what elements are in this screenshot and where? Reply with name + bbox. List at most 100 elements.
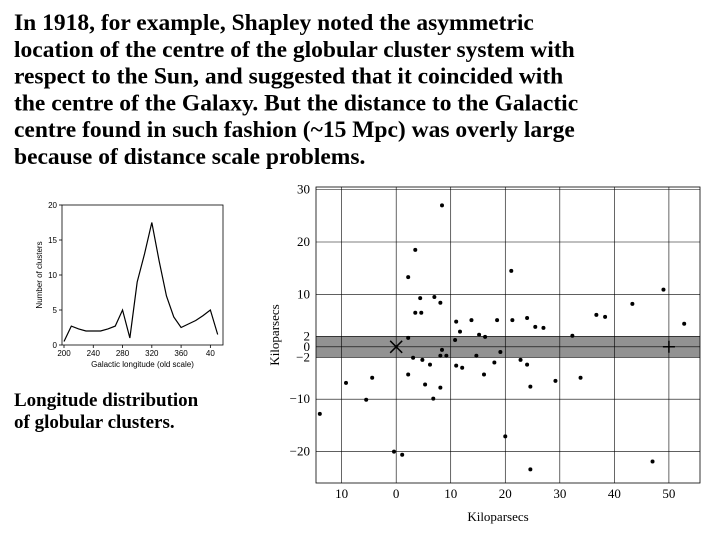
paragraph-line: In 1918, for example, Shapley noted the … (14, 10, 534, 36)
point (518, 357, 523, 362)
point (444, 353, 449, 358)
x-tick-label: 40 (206, 349, 215, 358)
point (438, 385, 443, 390)
point (570, 333, 575, 338)
point (458, 329, 462, 334)
paragraph-line: respect to the Sun, and suggested that i… (14, 64, 563, 90)
point (594, 312, 599, 317)
point (432, 295, 437, 300)
point (469, 318, 474, 323)
point (440, 347, 444, 352)
point (454, 319, 459, 324)
point (492, 360, 497, 365)
point (528, 384, 533, 389)
y-axis-title: Number of clusters (35, 241, 44, 308)
y-tick-label: 0 (53, 341, 58, 350)
point (603, 314, 608, 319)
point (454, 363, 459, 368)
point (411, 355, 416, 360)
y-tick-label: 5 (53, 306, 58, 315)
point (370, 375, 375, 380)
point (317, 411, 322, 416)
y-tick-label: 0 (304, 339, 311, 354)
point (503, 434, 508, 439)
x-tick-label: 10 (335, 486, 348, 501)
y-tick-label: −10 (290, 391, 310, 406)
point (460, 365, 465, 370)
point (525, 315, 530, 320)
point (477, 332, 482, 337)
point (423, 382, 428, 387)
point (406, 275, 411, 280)
x-tick-label: 10 (444, 486, 457, 501)
x-tick-label: 200 (57, 349, 71, 358)
paragraph-line: location of the centre of the globular c… (14, 37, 575, 63)
point (413, 310, 418, 315)
y-tick-label: −20 (290, 444, 310, 459)
point (630, 301, 635, 306)
x-axis-title: Kiloparsecs (467, 509, 528, 524)
center-marker (662, 340, 675, 353)
point (438, 300, 443, 305)
point (392, 449, 396, 454)
x-tick-label: 20 (499, 486, 512, 501)
y-axis-title: Kiloparsecs (267, 304, 282, 365)
x-tick-label: 240 (87, 349, 101, 358)
point (344, 380, 348, 385)
y-tick-label: 20 (297, 234, 310, 249)
y-tick-label: 30 (297, 182, 310, 197)
point (482, 372, 486, 377)
paragraph-line: because of distance scale problems. (14, 144, 365, 170)
x-tick-label: 320 (145, 349, 159, 358)
point (420, 357, 425, 362)
point (453, 337, 458, 342)
point (419, 310, 424, 315)
point (528, 467, 533, 472)
point (650, 459, 655, 464)
point (495, 318, 500, 323)
point (418, 296, 423, 301)
point (661, 287, 666, 292)
point (498, 350, 503, 355)
point (541, 325, 546, 330)
point (553, 378, 558, 383)
y-tick-label: 15 (48, 236, 57, 245)
point (413, 247, 418, 252)
x-tick-label: 280 (116, 349, 130, 358)
point (406, 335, 411, 340)
plot-frame (315, 186, 701, 484)
point (400, 452, 405, 457)
point (406, 372, 411, 377)
point (364, 397, 369, 402)
point (440, 203, 444, 208)
y-tick-label: −2 (296, 349, 310, 364)
point (483, 334, 488, 339)
point (474, 353, 479, 358)
plot-frame (61, 204, 224, 346)
x-axis-title: Galactic longitude (old scale) (91, 360, 194, 369)
point (682, 321, 687, 326)
point (431, 396, 436, 401)
point (510, 318, 515, 323)
y-tick-label: 2 (304, 328, 311, 343)
point (533, 324, 538, 329)
caption-line: of globular clusters. (14, 412, 175, 433)
y-tick-label: 10 (297, 286, 310, 301)
x-tick-label: 40 (608, 486, 621, 501)
point (428, 362, 432, 367)
x-tick-label: 0 (393, 486, 400, 501)
y-tick-label: 20 (48, 201, 57, 210)
paragraph-line: the centre of the Galaxy. But the distan… (14, 90, 578, 116)
data-line (63, 222, 219, 342)
x-tick-label: 30 (553, 486, 566, 501)
paragraph-line: centre found in such fashion (~15 Mpc) w… (14, 117, 575, 143)
y-tick-label: 10 (48, 271, 57, 280)
point (578, 375, 583, 380)
point (509, 268, 514, 273)
point (525, 362, 530, 367)
sun-marker (389, 340, 403, 354)
point (438, 353, 443, 358)
x-tick-label: 360 (174, 349, 188, 358)
x-tick-label: 50 (662, 486, 675, 501)
